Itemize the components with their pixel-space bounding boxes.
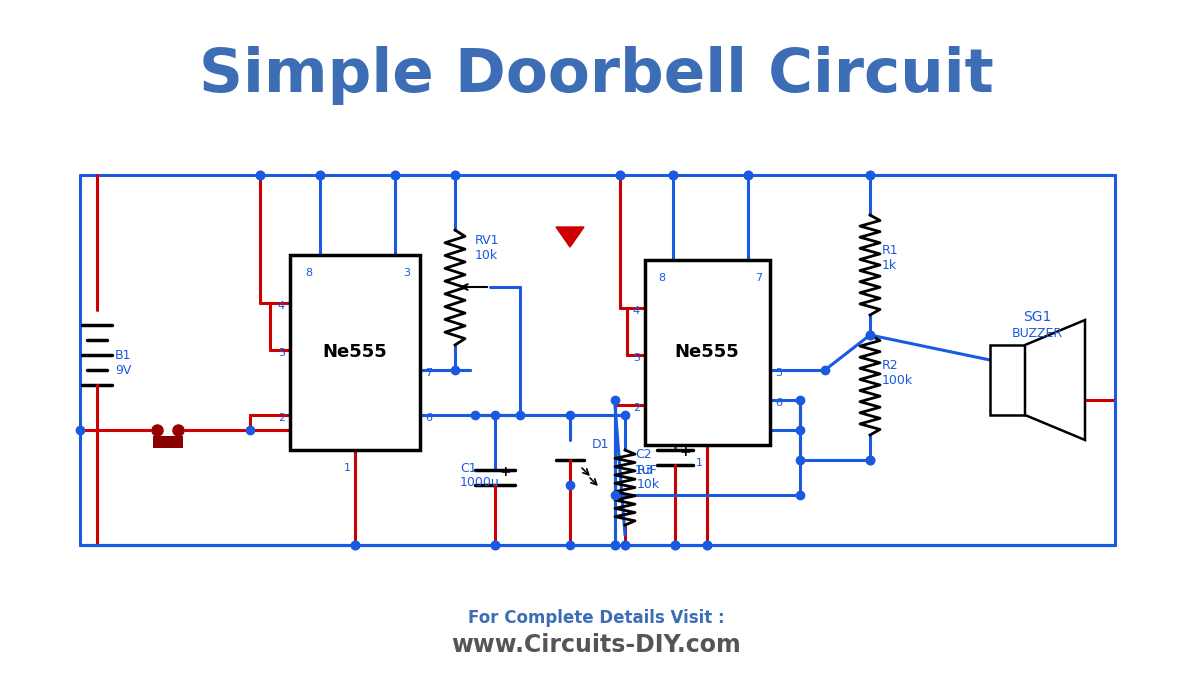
Text: RV1: RV1 <box>475 234 499 247</box>
Text: 6: 6 <box>775 398 782 408</box>
Text: 3: 3 <box>775 368 782 378</box>
Text: 1k: 1k <box>883 258 897 271</box>
Text: 2: 2 <box>278 413 285 423</box>
Text: D1: D1 <box>592 438 610 451</box>
Text: 7: 7 <box>755 273 762 283</box>
Text: B1: B1 <box>116 348 131 361</box>
Text: SG1: SG1 <box>1023 310 1052 324</box>
Text: 6: 6 <box>425 413 432 423</box>
Text: R2: R2 <box>883 359 899 372</box>
Text: 9V: 9V <box>116 363 131 376</box>
Text: 10k: 10k <box>637 479 660 491</box>
Text: For Complete Details Visit :: For Complete Details Visit : <box>468 609 724 627</box>
Text: 8: 8 <box>305 268 312 278</box>
Text: www.Circuits-DIY.com: www.Circuits-DIY.com <box>451 633 741 657</box>
Bar <box>152 436 183 448</box>
Text: 1uF: 1uF <box>635 464 657 477</box>
Text: R3: R3 <box>637 464 654 477</box>
Text: 8: 8 <box>657 273 665 283</box>
Bar <box>646 260 771 445</box>
Text: 1000u: 1000u <box>460 477 500 490</box>
Text: 5: 5 <box>278 348 285 358</box>
Text: C2: C2 <box>635 449 651 462</box>
Text: Ne555: Ne555 <box>674 343 740 361</box>
Text: 3: 3 <box>403 268 410 278</box>
Text: 1: 1 <box>343 463 350 473</box>
Text: Ne555: Ne555 <box>323 343 387 361</box>
Text: 4: 4 <box>632 306 640 316</box>
Text: 5: 5 <box>632 353 640 363</box>
Bar <box>289 255 420 450</box>
Text: +: + <box>680 445 692 459</box>
Polygon shape <box>556 227 584 247</box>
Text: 2: 2 <box>632 403 640 413</box>
Text: BUZZER: BUZZER <box>1011 326 1062 339</box>
Polygon shape <box>1025 320 1085 440</box>
Text: 7: 7 <box>425 368 432 378</box>
Text: R1: R1 <box>883 243 899 256</box>
Text: 1: 1 <box>696 458 703 468</box>
Text: 4: 4 <box>278 301 285 311</box>
Bar <box>990 345 1025 415</box>
Text: Simple Doorbell Circuit: Simple Doorbell Circuit <box>199 45 993 104</box>
Text: C1: C1 <box>460 462 476 475</box>
Text: +: + <box>500 465 512 479</box>
Text: 100k: 100k <box>883 374 913 387</box>
Text: 10k: 10k <box>475 249 498 262</box>
